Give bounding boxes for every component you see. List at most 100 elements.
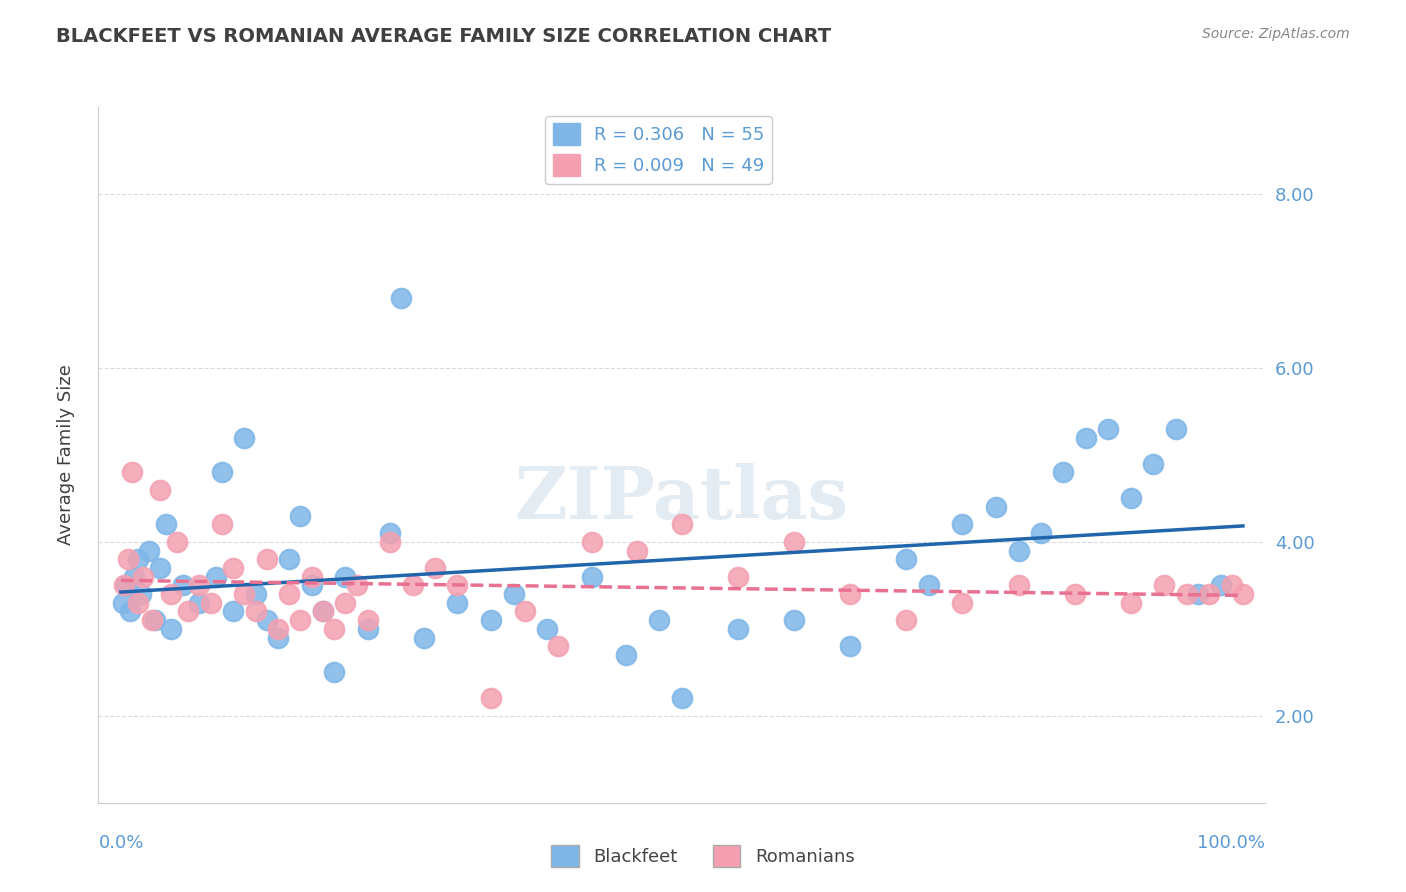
Point	[1029, 526, 1052, 541]
Legend: Blackfeet, Romanians: Blackfeet, Romanians	[544, 838, 862, 874]
Text: ZIPatlas: ZIPatlas	[515, 463, 849, 534]
Point	[502, 587, 524, 601]
Point	[233, 430, 256, 444]
Point	[446, 596, 468, 610]
Point	[143, 613, 166, 627]
Point	[200, 596, 222, 610]
Point	[256, 552, 278, 566]
Point	[1209, 578, 1232, 592]
Point	[1187, 587, 1209, 601]
Point	[839, 639, 862, 653]
Point	[839, 587, 862, 601]
Text: 0.0%: 0.0%	[98, 834, 143, 852]
Point	[335, 596, 357, 610]
Point	[222, 605, 245, 619]
Point	[727, 622, 749, 636]
Point	[233, 587, 256, 601]
Point	[1198, 587, 1220, 601]
Point	[1052, 466, 1074, 480]
Point	[671, 517, 693, 532]
Point	[380, 534, 402, 549]
Point	[783, 613, 806, 627]
Point	[896, 613, 918, 627]
Point	[323, 622, 346, 636]
Legend: R = 0.306   N = 55, R = 0.009   N = 49: R = 0.306 N = 55, R = 0.009 N = 49	[546, 116, 772, 184]
Point	[245, 587, 267, 601]
Point	[1153, 578, 1175, 592]
Point	[614, 648, 637, 662]
Point	[952, 517, 974, 532]
Point	[141, 613, 163, 627]
Point	[301, 578, 323, 592]
Point	[581, 570, 603, 584]
Point	[626, 543, 648, 558]
Point	[581, 534, 603, 549]
Point	[211, 466, 233, 480]
Point	[479, 613, 502, 627]
Point	[211, 517, 233, 532]
Point	[290, 613, 312, 627]
Point	[1074, 430, 1097, 444]
Point	[547, 639, 569, 653]
Point	[380, 526, 402, 541]
Point	[357, 613, 380, 627]
Point	[149, 561, 172, 575]
Point	[783, 534, 806, 549]
Point	[112, 596, 135, 610]
Point	[267, 631, 290, 645]
Point	[166, 534, 188, 549]
Point	[188, 596, 211, 610]
Point	[1164, 422, 1187, 436]
Point	[112, 578, 135, 592]
Point	[1119, 491, 1142, 506]
Point	[1175, 587, 1198, 601]
Point	[124, 570, 146, 584]
Point	[1063, 587, 1085, 601]
Point	[536, 622, 558, 636]
Point	[984, 500, 1007, 514]
Point	[172, 578, 194, 592]
Point	[1119, 596, 1142, 610]
Point	[205, 570, 228, 584]
Point	[446, 578, 468, 592]
Point	[671, 691, 693, 706]
Point	[401, 578, 423, 592]
Point	[412, 631, 434, 645]
Point	[357, 622, 380, 636]
Point	[121, 466, 143, 480]
Point	[727, 570, 749, 584]
Text: BLACKFEET VS ROMANIAN AVERAGE FAMILY SIZE CORRELATION CHART: BLACKFEET VS ROMANIAN AVERAGE FAMILY SIZ…	[56, 27, 831, 45]
Point	[335, 570, 357, 584]
Point	[129, 587, 152, 601]
Point	[918, 578, 941, 592]
Text: Source: ZipAtlas.com: Source: ZipAtlas.com	[1202, 27, 1350, 41]
Point	[155, 517, 177, 532]
Point	[188, 578, 211, 592]
Point	[323, 665, 346, 680]
Point	[648, 613, 671, 627]
Point	[278, 587, 301, 601]
Point	[1097, 422, 1119, 436]
Text: 100.0%: 100.0%	[1198, 834, 1265, 852]
Point	[222, 561, 245, 575]
Point	[267, 622, 290, 636]
Point	[149, 483, 172, 497]
Point	[256, 613, 278, 627]
Point	[1142, 457, 1164, 471]
Point	[1007, 543, 1029, 558]
Point	[160, 622, 183, 636]
Point	[127, 596, 149, 610]
Point	[312, 605, 335, 619]
Point	[160, 587, 183, 601]
Point	[177, 605, 200, 619]
Point	[245, 605, 267, 619]
Point	[1232, 587, 1254, 601]
Point	[1007, 578, 1029, 592]
Point	[1220, 578, 1243, 592]
Point	[312, 605, 335, 619]
Point	[423, 561, 446, 575]
Point	[389, 291, 412, 305]
Point	[513, 605, 536, 619]
Point	[301, 570, 323, 584]
Point	[115, 578, 138, 592]
